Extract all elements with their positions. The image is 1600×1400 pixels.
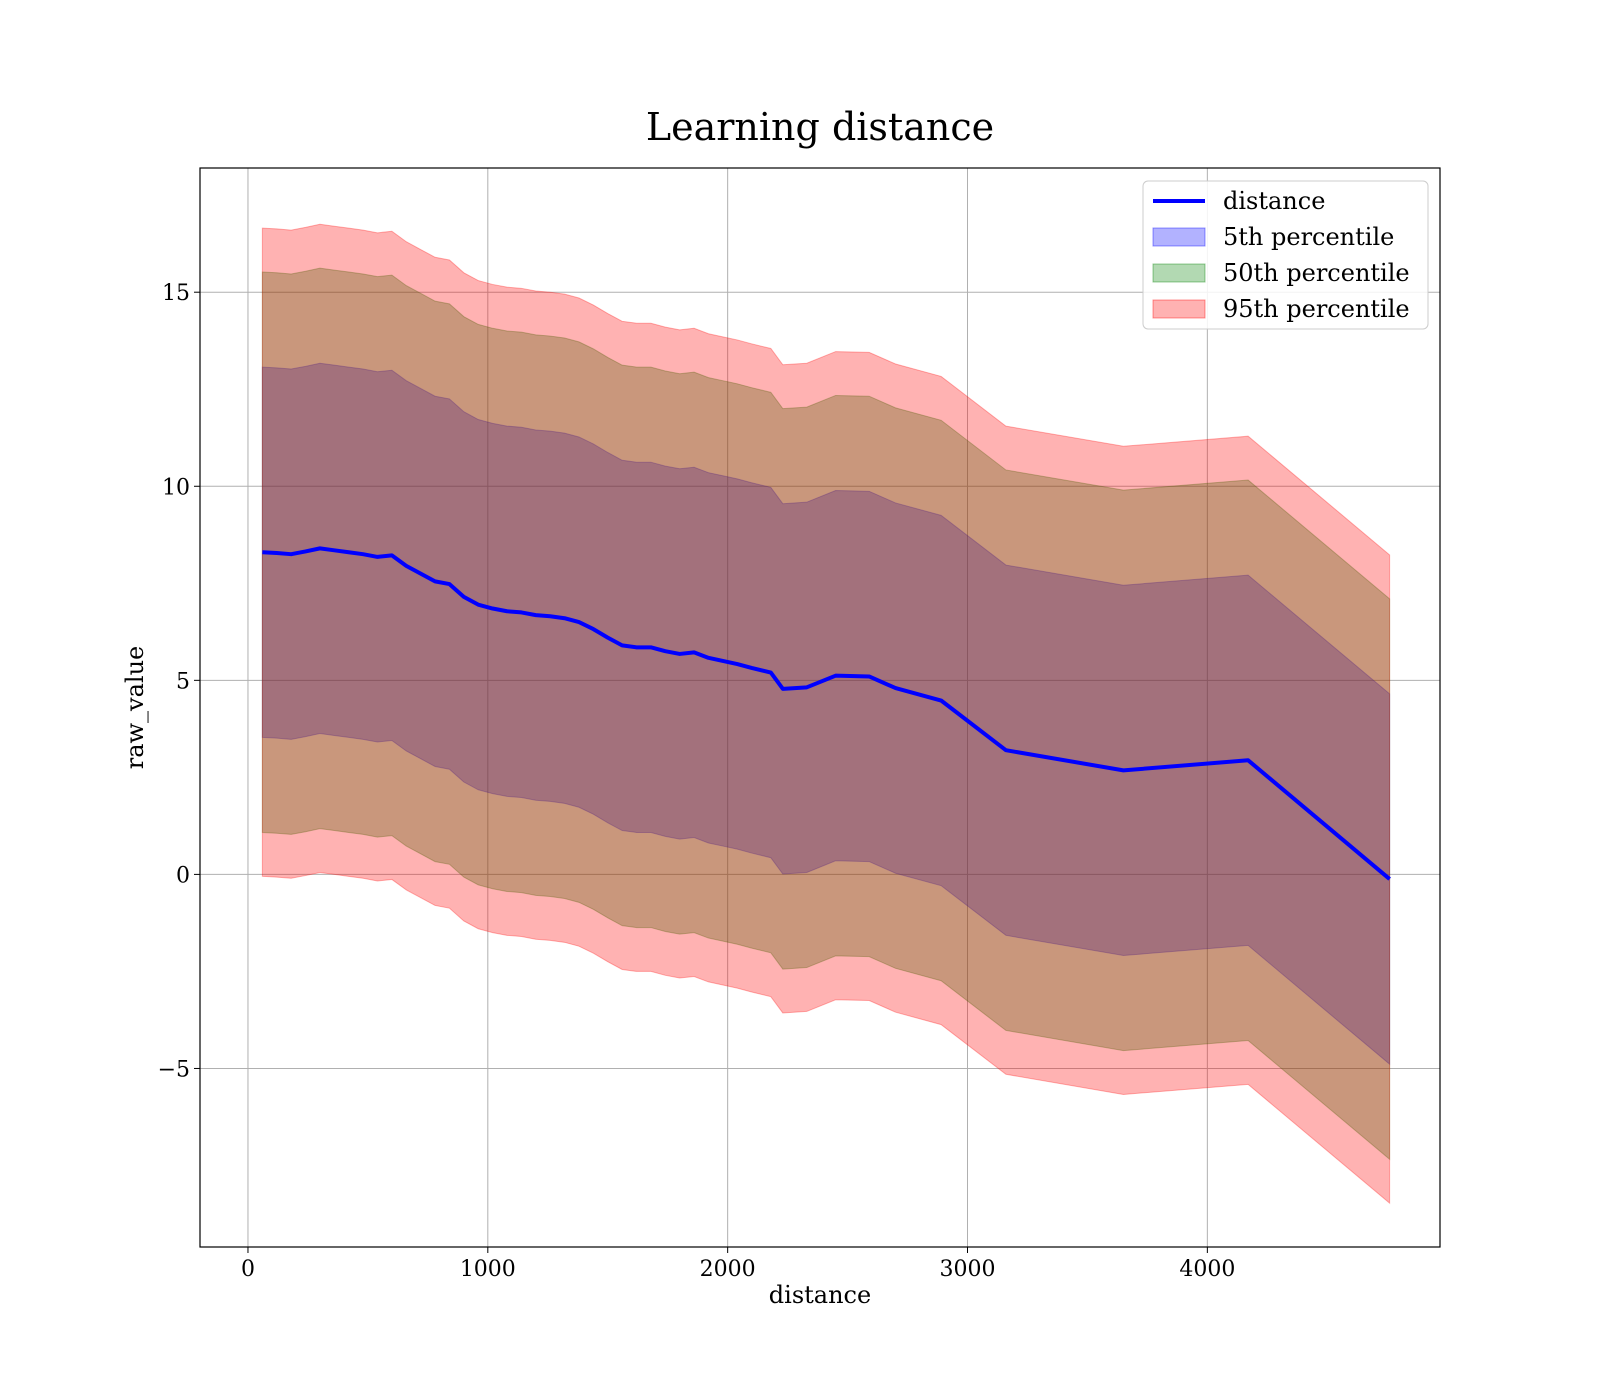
y-axis-label: raw_value: [121, 646, 149, 770]
series-line-distance: [262, 546, 1391, 881]
tick-layer: 0 1000 2000 3000 4000 −5 0 5 10 15: [158, 281, 1236, 1282]
y-tick-label: 15: [162, 281, 190, 306]
legend-label: distance: [1223, 187, 1325, 215]
legend-swatch-patch: [1152, 263, 1206, 283]
line-layer: [262, 546, 1391, 881]
x-tick-label: 1000: [460, 1257, 516, 1282]
band-5th-percentile: [261, 362, 1391, 1066]
plot-frame: [199, 167, 1441, 1248]
chart-title: Learning distance: [646, 105, 994, 149]
legend-label: 50th percentile: [1223, 259, 1410, 287]
x-tick-label: 3000: [940, 1257, 996, 1282]
legend-swatch-patch: [1152, 227, 1206, 247]
band-layer: [261, 223, 1391, 1205]
y-tick-label: 10: [162, 475, 190, 500]
y-tick-label: 0: [176, 863, 190, 888]
band-50th-percentile: [261, 267, 1391, 1161]
y-tick-label: 5: [176, 669, 190, 694]
legend-label: 5th percentile: [1223, 223, 1394, 251]
legend-label: 95th percentile: [1223, 295, 1410, 323]
legend-box: [1142, 180, 1429, 330]
y-tick-label: −5: [158, 1057, 190, 1082]
x-tick-label: 0: [241, 1257, 255, 1282]
legend-swatch-patch: [1152, 299, 1206, 319]
band-95th-percentile: [261, 223, 1391, 1205]
legend: distance 5th percentile 50th percentile 95t…: [1142, 180, 1429, 330]
x-tick-label: 4000: [1179, 1257, 1235, 1282]
x-tick-label: 2000: [700, 1257, 756, 1282]
x-axis-label: distance: [769, 1281, 871, 1309]
